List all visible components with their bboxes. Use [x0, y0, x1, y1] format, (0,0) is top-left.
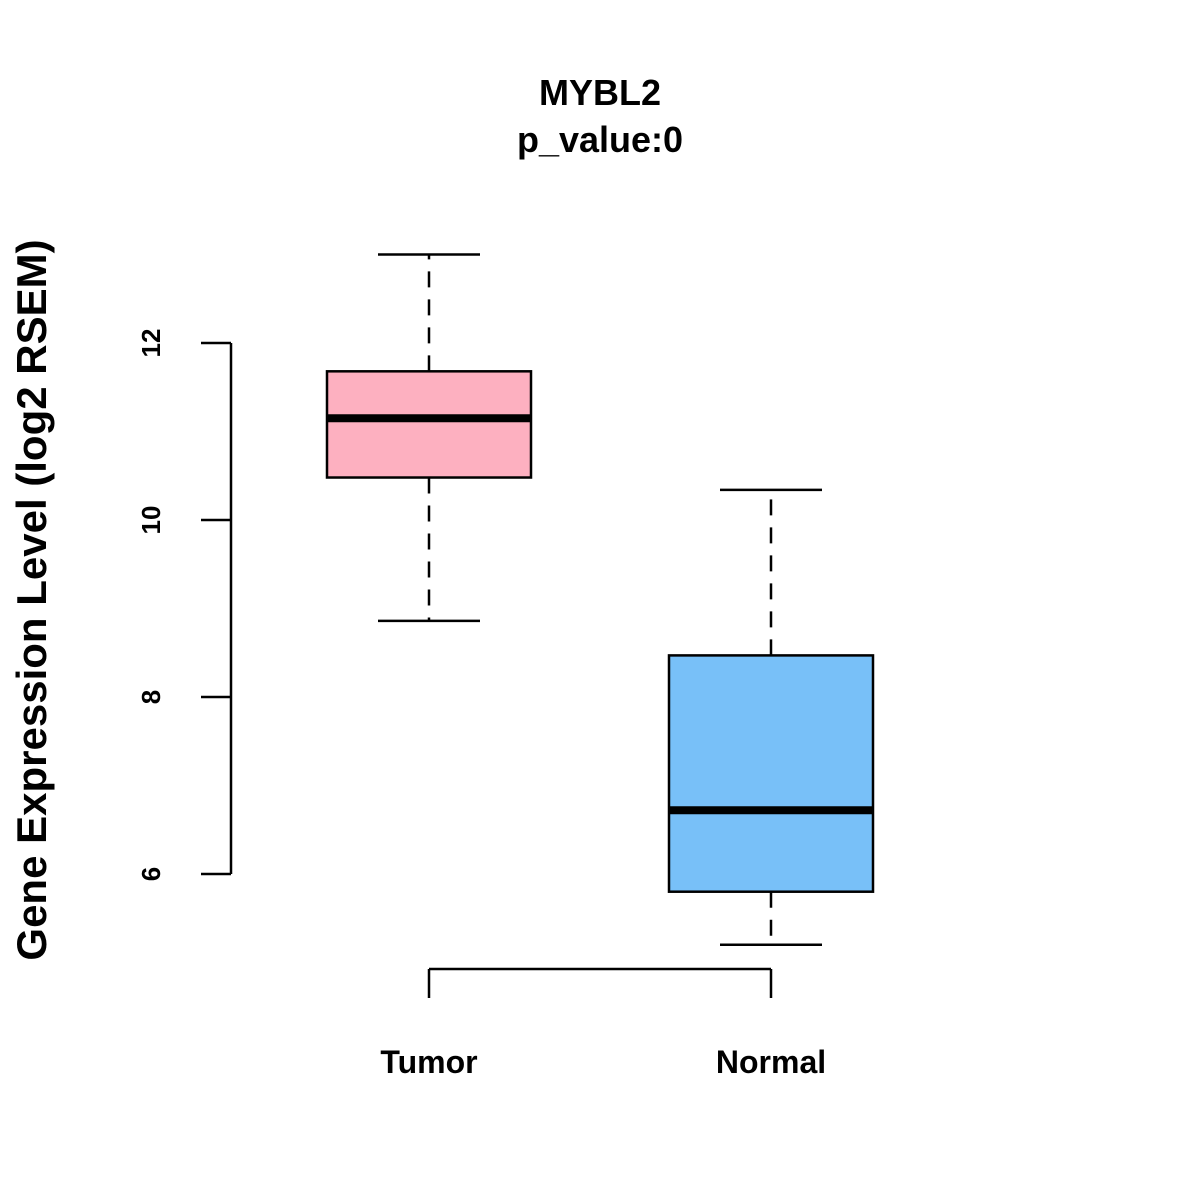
iqr-box — [325, 370, 533, 479]
x-category-label: Normal — [716, 1044, 826, 1080]
y-tick-label: 10 — [136, 506, 166, 535]
y-tick-label: 6 — [136, 867, 166, 881]
box-tumor — [325, 253, 533, 623]
chart-title: MYBL2 — [539, 72, 661, 113]
y-axis-label: Gene Expression Level (log2 RSEM) — [8, 239, 55, 960]
y-tick-label: 12 — [136, 329, 166, 358]
y-axis: 6 8 10 12 — [136, 329, 233, 881]
box-group — [325, 253, 875, 947]
box-normal — [667, 488, 875, 947]
x-axis-labels: Tumor Normal — [380, 1044, 826, 1080]
chart-subtitle: p_value:0 — [517, 119, 683, 160]
y-tick-label: 8 — [136, 690, 166, 704]
iqr-box — [667, 654, 875, 893]
comparison-bracket — [427, 967, 773, 998]
x-category-label: Tumor — [380, 1044, 477, 1080]
